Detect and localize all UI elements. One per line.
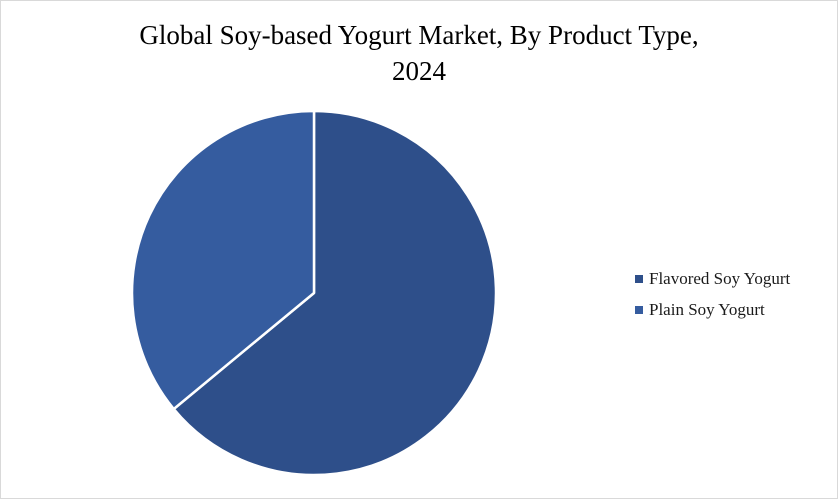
pie-slice-plain-soy-yogurt	[130, 109, 316, 411]
chart-title-line1: Global Soy-based Yogurt Market, By Produ…	[139, 20, 699, 50]
legend: Flavored Soy Yogurt Plain Soy Yogurt	[635, 263, 790, 325]
legend-label-flavored: Flavored Soy Yogurt	[649, 268, 791, 288]
legend-swatch-flavored	[635, 274, 643, 283]
legend-item-plain: Plain Soy Yogurt	[635, 294, 790, 325]
legend-swatch-plain	[635, 305, 643, 314]
chart-title-line2: 2024	[392, 56, 446, 86]
pie-slice-flavored-soy-yogurt	[172, 109, 498, 477]
legend-item-flavored: Flavored Soy Yogurt	[635, 263, 790, 294]
legend-label-plain: Plain Soy Yogurt	[649, 299, 765, 319]
chart-title: Global Soy-based Yogurt Market, By Produ…	[61, 17, 777, 89]
